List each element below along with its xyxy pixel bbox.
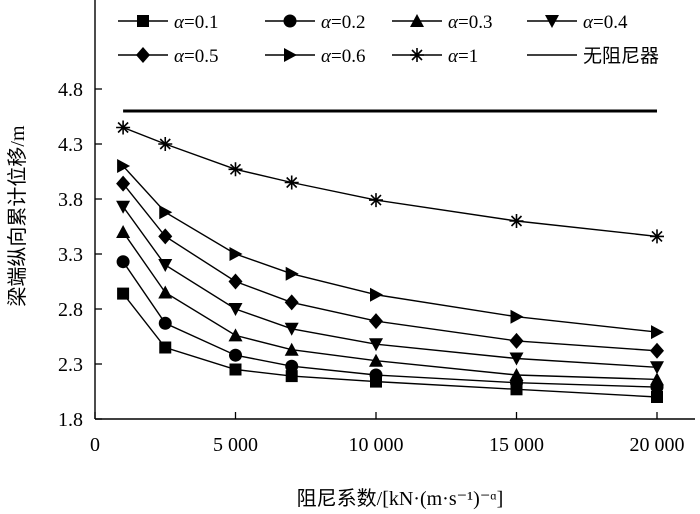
data-point-alpha-1	[158, 137, 173, 151]
data-point-alpha-1	[650, 229, 664, 244]
data-point-alpha-0-2	[158, 316, 172, 330]
data-point-alpha-0-3	[116, 225, 131, 238]
x-ticks: 0 5 000 10 000 15 000 20 000	[90, 412, 685, 456]
data-point-alpha-0-3	[158, 285, 173, 299]
x-tick-label: 10 000	[349, 434, 404, 456]
legend-item-alpha-0-6: α=0.6	[265, 46, 365, 67]
data-point-alpha-0-6	[651, 325, 664, 340]
data-point-alpha-0-4	[228, 303, 243, 316]
data-point-alpha-0-4	[284, 322, 299, 336]
series-line-alpha-0-2	[122, 261, 658, 388]
data-point-alpha-0-6	[510, 309, 524, 324]
y-axis-label: 梁端纵向累计位移/m	[6, 125, 29, 307]
data-point-alpha-0-3	[509, 368, 524, 381]
data-point-alpha-0-5	[369, 313, 383, 330]
data-point-alpha-0-5	[650, 342, 664, 359]
legend-label: 无阻尼器	[583, 45, 659, 67]
legend-marker	[283, 14, 297, 28]
y-tick-label: 4.8	[58, 79, 83, 101]
data-point-alpha-0-4	[369, 338, 383, 352]
x-tick-label: 0	[90, 434, 100, 456]
legend-label: α=0.2	[321, 12, 365, 33]
series-line-alpha-0-3	[122, 231, 658, 381]
data-point-alpha-0-5	[158, 228, 173, 245]
x-tick-label: 15 000	[489, 434, 544, 456]
legend-item-alpha-0-4: α=0.4	[527, 12, 628, 33]
data-point-alpha-0-4	[158, 259, 173, 272]
legend-label: α=0.5	[174, 46, 218, 67]
series-line-alpha-0-6	[122, 165, 658, 333]
legend-item-alpha-0-3: α=0.3	[392, 12, 492, 33]
data-point-alpha-0-6	[159, 205, 173, 220]
x-tick-label: 5 000	[213, 434, 258, 456]
legend-label: α=0.3	[448, 12, 492, 33]
data-point-alpha-0-5	[284, 294, 299, 311]
legend-item-alpha-1: α=1	[392, 46, 478, 67]
y-tick-label: 3.8	[58, 189, 83, 211]
data-point-alpha-1	[369, 193, 383, 208]
data-point-alpha-0-6	[117, 159, 131, 173]
data-point-alpha-0-4	[509, 352, 524, 366]
y-tick-label: 2.3	[58, 354, 83, 376]
y-tick-label: 2.8	[58, 299, 83, 321]
data-point-alpha-0-3	[369, 353, 383, 367]
data-point-alpha-0-4	[116, 200, 131, 214]
data-point-alpha-0-6	[370, 287, 383, 302]
data-point-alpha-0-3	[284, 342, 299, 356]
series-line-alpha-1	[122, 126, 658, 238]
axes	[94, 0, 695, 420]
data-point-alpha-1	[509, 214, 524, 228]
data-point-alpha-0-4	[650, 361, 664, 375]
legend-marker	[545, 15, 559, 28]
legend-label: α=1	[448, 46, 478, 67]
legend-marker	[410, 48, 424, 62]
legend-label: α=0.6	[321, 46, 365, 67]
y-tick-label: 3.3	[58, 244, 83, 266]
legend-label: α=0.1	[174, 12, 218, 33]
data-point-alpha-0-5	[228, 273, 243, 290]
legend-marker	[410, 14, 424, 27]
series-layer	[116, 109, 664, 403]
x-axis-label: 阻尼系数/[kN·(m·s⁻¹)⁻ᵅ]	[297, 487, 504, 510]
legend-item-series: 无阻尼器	[527, 45, 659, 67]
data-point-alpha-1	[228, 162, 243, 177]
data-point-alpha-0-1	[117, 287, 130, 300]
data-point-alpha-0-2	[116, 255, 130, 269]
y-tick-label: 1.8	[58, 409, 83, 431]
data-point-alpha-0-1	[159, 341, 172, 354]
data-point-alpha-1	[116, 120, 131, 135]
legend-marker	[284, 48, 297, 62]
data-point-alpha-0-1	[229, 363, 242, 376]
data-point-alpha-0-6	[285, 266, 299, 281]
data-point-alpha-0-6	[229, 247, 243, 261]
series-line-alpha-0-4	[122, 206, 658, 368]
legend-marker	[136, 47, 150, 63]
legend-item-alpha-0-5: α=0.5	[118, 46, 218, 67]
data-point-alpha-0-1	[285, 370, 298, 383]
y-ticks: 1.8 2.3 2.8 3.3 3.8 4.3 4.8	[58, 79, 102, 431]
data-point-alpha-0-2	[369, 368, 383, 382]
data-point-alpha-1	[284, 175, 299, 190]
legend-label: α=0.4	[583, 12, 628, 33]
data-point-alpha-0-3	[228, 328, 243, 342]
data-point-alpha-0-1	[651, 391, 663, 403]
data-point-alpha-0-2	[285, 359, 299, 373]
series-line-alpha-0-5	[122, 183, 658, 352]
legend-item-alpha-0-2: α=0.2	[265, 12, 365, 33]
data-point-alpha-0-5	[509, 332, 524, 349]
data-point-alpha-0-2	[229, 348, 242, 362]
data-point-alpha-0-5	[116, 175, 131, 192]
data-point-alpha-0-3	[650, 372, 664, 386]
legend-marker	[137, 15, 149, 27]
y-tick-label: 4.3	[58, 134, 83, 156]
legend: α=0.1 α=0.2 α=0.3 α=0.4 α=0.5 α=0.6 α=1 无阻尼器	[118, 12, 659, 67]
x-tick-label: 20 000	[630, 434, 685, 456]
legend-item-alpha-0-1: α=0.1	[118, 12, 218, 33]
